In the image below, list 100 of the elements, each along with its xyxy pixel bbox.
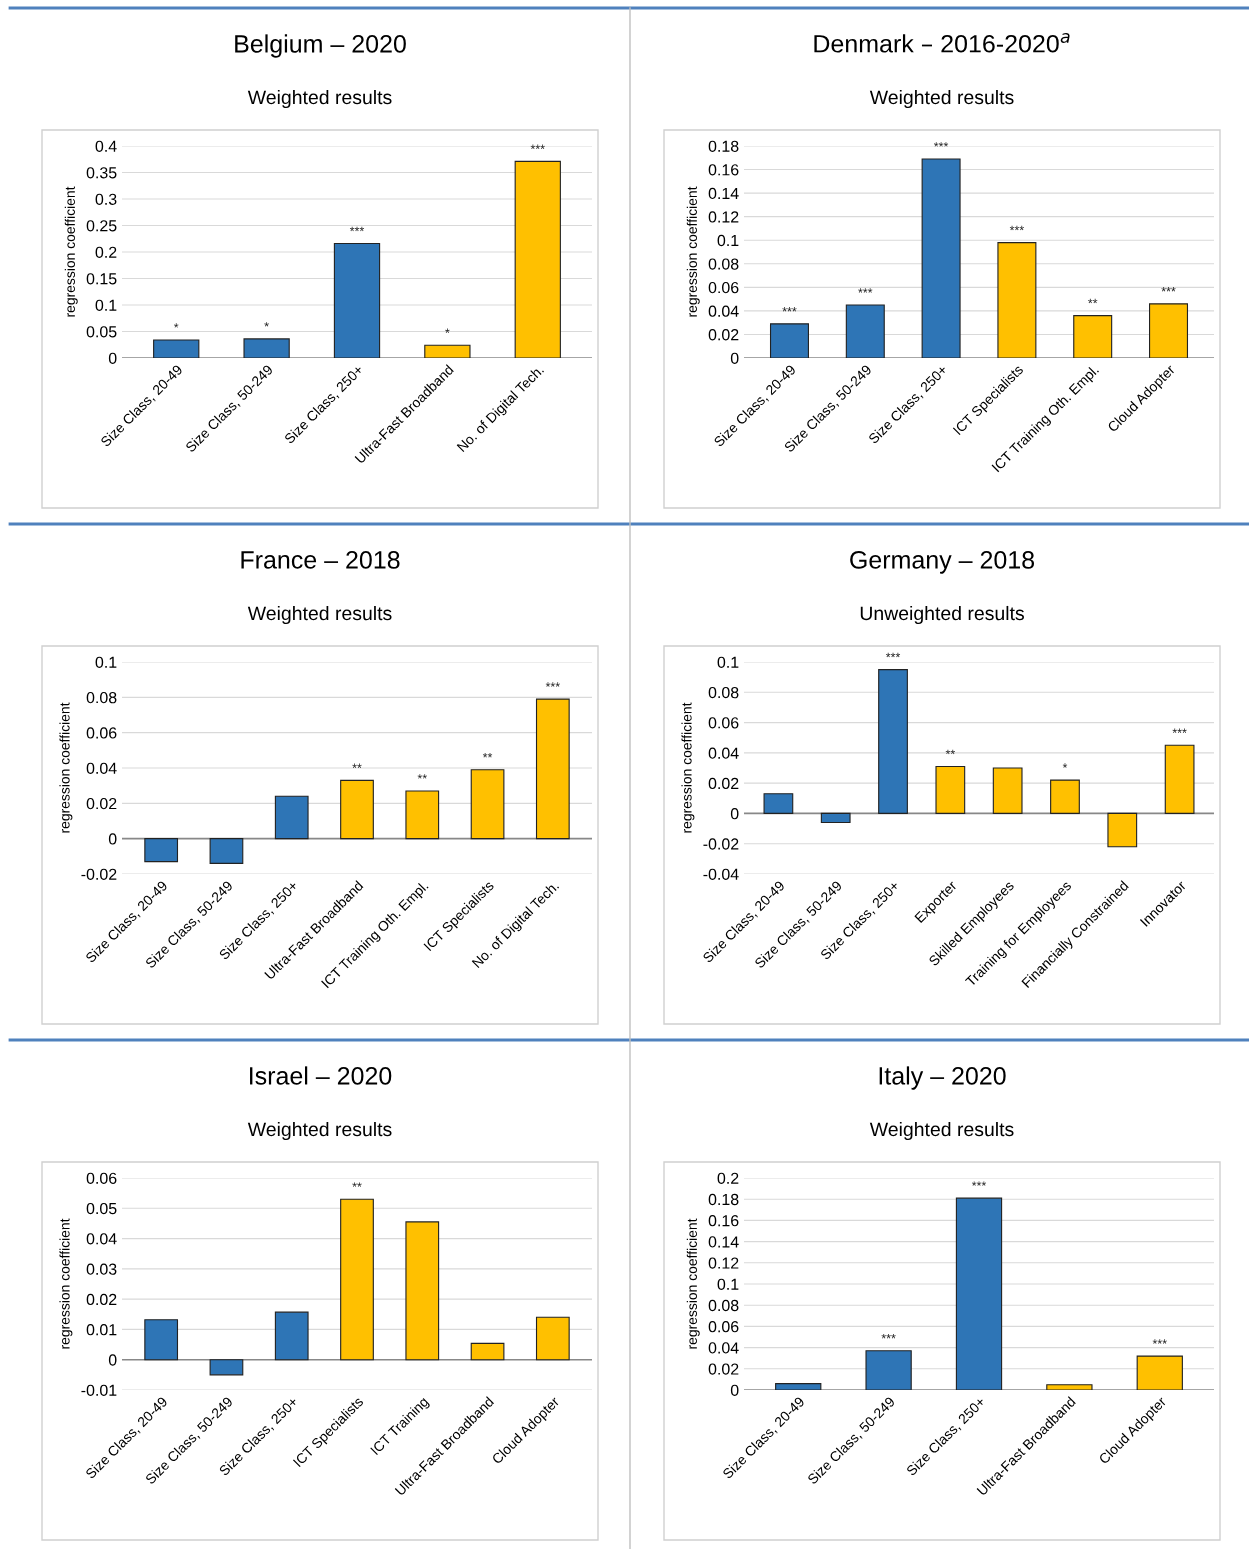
chart-title: Italy – 2020 <box>879 1066 1006 1090</box>
y-tick-label: 0.04 <box>86 762 117 774</box>
data-label: *** <box>1152 1339 1167 1344</box>
bar <box>921 158 961 358</box>
chart-title: Israel – 2020 <box>250 1066 392 1085</box>
data-label: *** <box>858 288 873 293</box>
y-tick-label: 0.16 <box>708 1215 739 1227</box>
data-label: ** <box>417 774 427 779</box>
bar <box>955 1197 1003 1390</box>
data-label: ** <box>352 1182 362 1187</box>
data-label: * <box>445 328 450 333</box>
chart-title: France – 2018 <box>241 551 400 569</box>
y-tick-label: -0.04 <box>703 868 739 880</box>
y-tick-label: 0.04 <box>708 1342 739 1354</box>
bar <box>1149 303 1189 358</box>
chart-title: Germany – 2018 <box>850 551 1035 574</box>
y-axis-title: regression coefficient <box>686 1218 700 1349</box>
bar <box>243 338 290 358</box>
bar <box>1046 1384 1093 1390</box>
y-tick-label: 0 <box>108 1354 117 1366</box>
y-tick-label: -0.01 <box>81 1384 117 1396</box>
bar <box>274 1311 309 1361</box>
bar <box>405 790 440 840</box>
y-tick-label: 0.12 <box>708 1257 739 1269</box>
y-tick-label: 0.02 <box>86 797 117 810</box>
bar <box>1107 812 1138 848</box>
y-tick-label: 0.02 <box>708 777 739 790</box>
bar <box>820 812 851 824</box>
y-tick-label: 0.06 <box>708 717 739 729</box>
y-tick-label: 0.06 <box>86 727 117 739</box>
bar <box>992 767 1023 814</box>
chart-subtitle: Weighted results <box>247 605 392 625</box>
chart-subtitle: Weighted results <box>247 89 392 109</box>
bar <box>535 698 570 840</box>
bar <box>405 1221 440 1361</box>
chart-subtitle: Weighted results <box>869 89 1014 109</box>
y-tick-label: 0.02 <box>708 1363 739 1375</box>
y-tick-label: 0.1 <box>717 234 739 247</box>
data-label: * <box>264 322 269 327</box>
y-tick-label: 0.08 <box>708 258 739 270</box>
data-label: * <box>1062 763 1068 768</box>
bar <box>144 1319 179 1361</box>
y-tick-label: 0.03 <box>86 1263 117 1275</box>
y-tick-label: -0.02 <box>81 868 117 880</box>
y-axis-title: regression coefficient <box>681 702 695 833</box>
chart-subtitle: Weighted results <box>869 1121 1014 1141</box>
data-label: *** <box>971 1181 987 1186</box>
y-tick-label: 0 <box>730 1384 739 1396</box>
data-label: *** <box>530 144 545 150</box>
data-label: *** <box>1009 225 1024 231</box>
y-tick-label: 0.15 <box>86 273 117 285</box>
bar <box>340 1198 374 1361</box>
bar <box>935 765 966 814</box>
bar <box>470 769 505 840</box>
bar <box>1073 315 1113 358</box>
data-label: ** <box>1088 298 1098 304</box>
y-axis-title: regression coefficient <box>59 1218 73 1349</box>
y-axis-title: regression coefficient <box>686 186 700 317</box>
data-label: *** <box>885 652 901 658</box>
data-label: *** <box>1172 728 1187 733</box>
bar <box>333 242 381 358</box>
y-tick-label: 0.06 <box>86 1172 117 1184</box>
y-tick-label: 0.02 <box>708 329 739 341</box>
y-tick-label: 0 <box>730 352 739 364</box>
y-tick-label: 0.1 <box>717 1278 739 1290</box>
data-label: ** <box>945 749 956 755</box>
bar <box>144 838 179 863</box>
y-tick-label: 0.18 <box>708 1193 739 1206</box>
y-tick-label: 0.4 <box>95 140 117 152</box>
y-tick-label: 0.08 <box>708 686 739 699</box>
y-axis-title: regression coefficient <box>59 702 73 833</box>
y-tick-label: 0.05 <box>86 1202 117 1215</box>
data-label: *** <box>545 682 560 687</box>
bar <box>769 323 809 358</box>
y-tick-label: 0.12 <box>708 211 739 223</box>
bar <box>470 1342 505 1361</box>
y-tick-label: 0.3 <box>95 193 117 205</box>
y-tick-label: 0.25 <box>86 220 117 232</box>
bar <box>1164 744 1195 814</box>
y-tick-label: 0.05 <box>86 326 117 338</box>
bar <box>763 793 794 814</box>
bar <box>775 1383 822 1390</box>
data-label: ** <box>482 753 493 758</box>
bar <box>535 1316 570 1361</box>
data-label: * <box>174 323 179 328</box>
chart-title: Denmark – 2016-2020$^{a}$ <box>814 32 1070 53</box>
y-tick-label: 0.08 <box>708 1299 739 1312</box>
y-tick-label: 0.06 <box>708 1321 739 1333</box>
y-tick-label: 0 <box>108 833 117 845</box>
data-label: *** <box>782 307 797 312</box>
y-tick-label: 0.01 <box>86 1324 117 1336</box>
bar <box>878 669 908 814</box>
y-tick-label: 0.04 <box>708 305 739 317</box>
y-tick-label: 0 <box>108 352 117 364</box>
y-tick-label: 0.18 <box>708 140 739 152</box>
bar <box>845 304 885 358</box>
bar <box>153 339 200 358</box>
bar <box>1050 779 1080 814</box>
y-tick-label: 0.04 <box>708 747 739 759</box>
bar <box>865 1350 912 1390</box>
